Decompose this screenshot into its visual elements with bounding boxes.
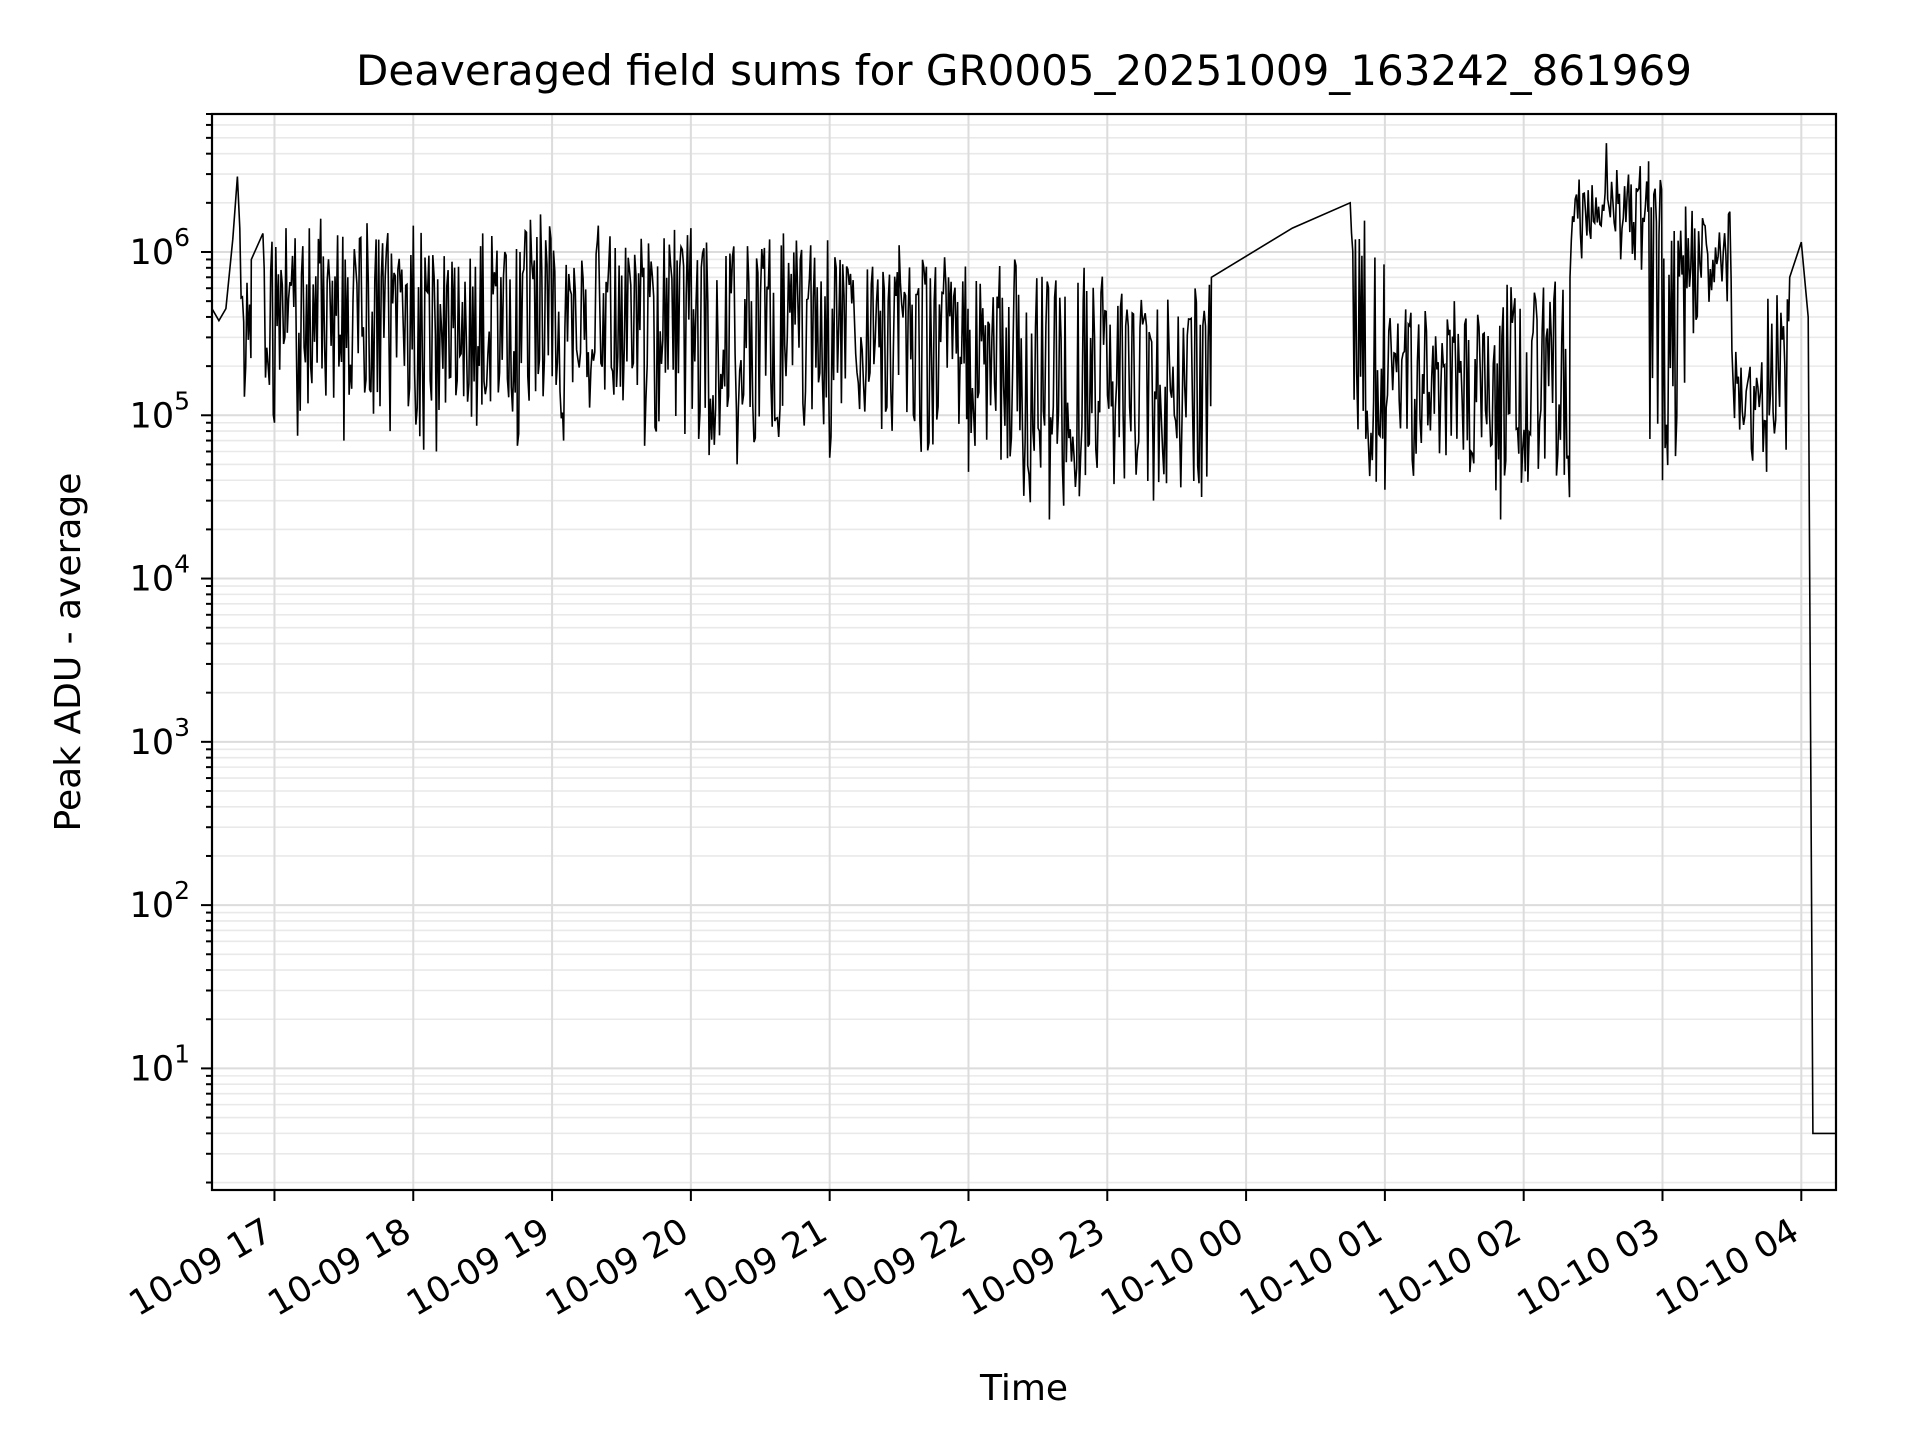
series-layer [212,143,1836,1135]
plot-frame [210,112,1838,1192]
y-tick-label: 101 [130,1039,190,1089]
x-tick-label: 10-09 20 [539,1211,695,1324]
x-tick-label: 10-10 03 [1511,1211,1667,1324]
x-tick-label: 10-10 04 [1650,1211,1806,1324]
x-axis-label: Time [979,1368,1068,1409]
y-axis: 101 102 103 104 105 106 [130,113,212,1184]
x-tick-label: 10-09 23 [955,1211,1111,1324]
y-tick-label: 103 [130,713,190,763]
x-tick-label: 10-09 17 [123,1211,279,1324]
x-tick-label: 10-10 01 [1233,1211,1389,1324]
x-tick-label: 10-09 22 [817,1211,973,1324]
x-tick-label: 10-09 18 [261,1211,417,1324]
x-tick-label: 10-09 19 [400,1211,556,1324]
y-axis-label: Peak ADU - average [48,473,89,832]
series-line [212,143,1836,1135]
grid [212,113,1836,1190]
y-tick-label: 106 [130,223,190,273]
x-tick-label: 10-10 00 [1094,1211,1250,1324]
y-tick-label: 105 [130,386,190,436]
chart-title: Deaveraged field sums for GR0005_2025100… [356,46,1692,95]
y-tick-label: 102 [130,876,190,926]
x-tick-label: 10-10 02 [1372,1211,1528,1324]
y-tick-label: 104 [130,550,190,600]
x-tick-label: 10-09 21 [678,1211,834,1324]
